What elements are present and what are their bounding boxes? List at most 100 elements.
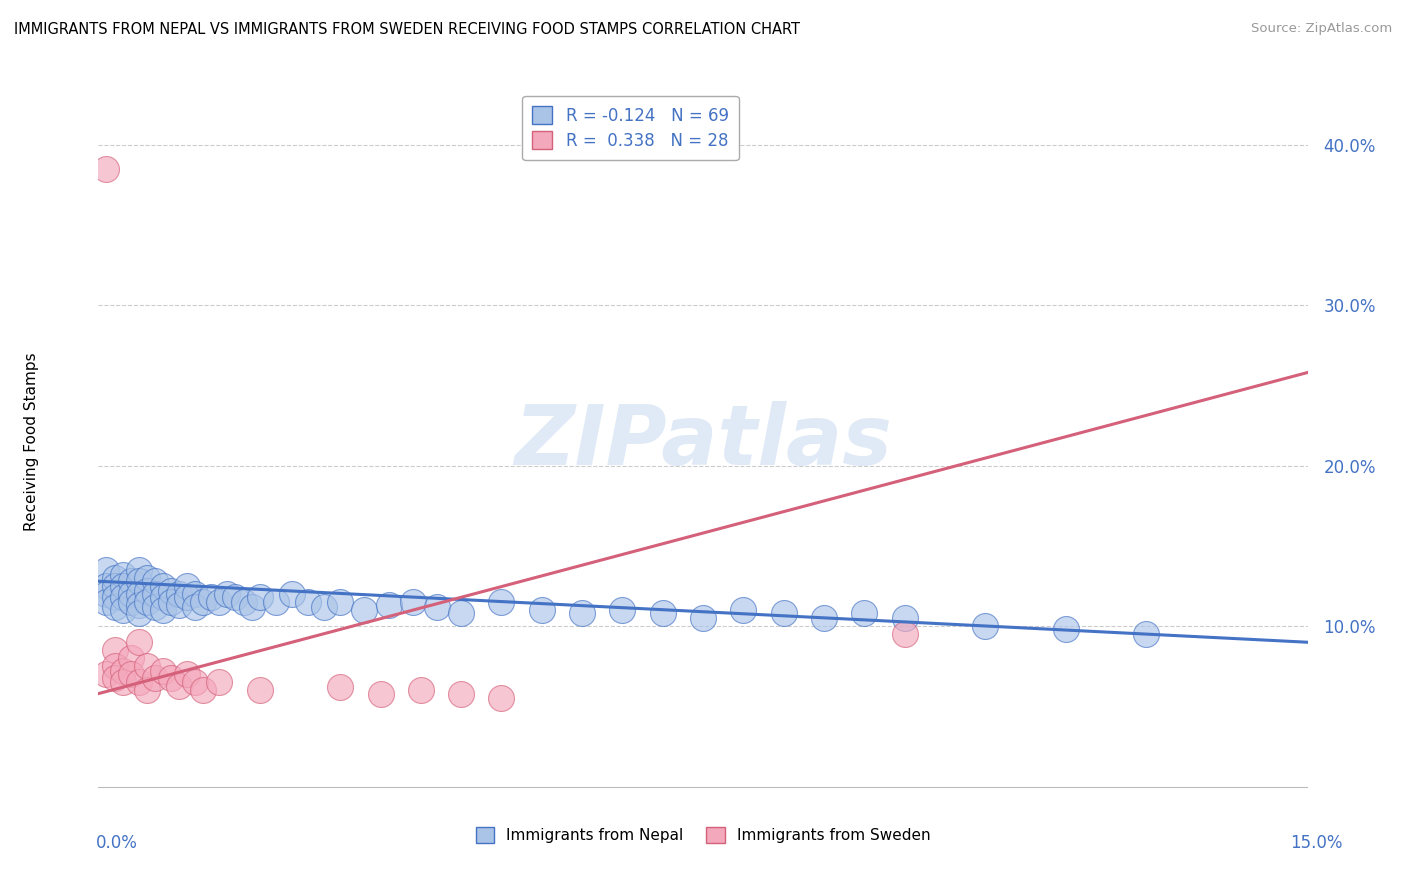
Point	[193, 595, 215, 609]
Point	[329, 595, 352, 609]
Point	[426, 599, 449, 614]
Point	[96, 667, 118, 681]
Point	[160, 583, 183, 598]
Point	[530, 603, 553, 617]
Point	[193, 683, 215, 698]
Point	[143, 599, 166, 614]
Point	[974, 619, 997, 633]
Point	[232, 595, 254, 609]
Point	[152, 603, 174, 617]
Point	[314, 599, 336, 614]
Point	[167, 587, 190, 601]
Point	[111, 603, 134, 617]
Legend: Immigrants from Nepal, Immigrants from Sweden: Immigrants from Nepal, Immigrants from S…	[470, 821, 936, 849]
Point	[491, 595, 513, 609]
Point	[120, 667, 142, 681]
Point	[152, 579, 174, 593]
Point	[176, 579, 198, 593]
Point	[120, 587, 142, 601]
Point	[1054, 623, 1077, 637]
Point	[329, 680, 352, 694]
Point	[128, 635, 150, 649]
Text: Receiving Food Stamps: Receiving Food Stamps	[24, 352, 39, 531]
Point	[103, 671, 125, 685]
Point	[176, 591, 198, 605]
Point	[893, 627, 915, 641]
Point	[240, 599, 263, 614]
Point	[135, 571, 157, 585]
Point	[733, 603, 755, 617]
Point	[143, 574, 166, 589]
Point	[377, 599, 399, 613]
Point	[176, 667, 198, 681]
Point	[111, 675, 134, 690]
Point	[249, 591, 271, 605]
Point	[1135, 627, 1157, 641]
Point	[120, 574, 142, 589]
Point	[208, 595, 231, 609]
Point	[135, 595, 157, 609]
Point	[135, 659, 157, 673]
Point	[612, 603, 634, 617]
Point	[111, 567, 134, 582]
Point	[491, 691, 513, 706]
Point	[111, 579, 134, 593]
Point	[167, 679, 190, 693]
Point	[450, 607, 472, 621]
Point	[208, 675, 231, 690]
Point	[103, 599, 125, 614]
Point	[160, 595, 183, 609]
Point	[120, 651, 142, 665]
Point	[128, 607, 150, 621]
Point	[217, 587, 239, 601]
Point	[128, 574, 150, 589]
Point	[772, 607, 794, 621]
Point	[96, 587, 118, 601]
Point	[128, 675, 150, 690]
Point	[450, 687, 472, 701]
Point	[152, 591, 174, 605]
Point	[249, 683, 271, 698]
Point	[103, 659, 125, 673]
Text: Source: ZipAtlas.com: Source: ZipAtlas.com	[1251, 22, 1392, 36]
Text: IMMIGRANTS FROM NEPAL VS IMMIGRANTS FROM SWEDEN RECEIVING FOOD STAMPS CORRELATIO: IMMIGRANTS FROM NEPAL VS IMMIGRANTS FROM…	[14, 22, 800, 37]
Point	[692, 611, 714, 625]
Point	[103, 579, 125, 593]
Point	[96, 595, 118, 609]
Point	[813, 611, 835, 625]
Point	[111, 664, 134, 678]
Point	[160, 671, 183, 685]
Point	[96, 563, 118, 577]
Point	[281, 587, 304, 601]
Point	[128, 563, 150, 577]
Point	[167, 599, 190, 613]
Text: ZIPatlas: ZIPatlas	[515, 401, 891, 482]
Point	[103, 571, 125, 585]
Point	[224, 591, 246, 605]
Point	[184, 675, 207, 690]
Point	[370, 687, 392, 701]
Point	[128, 587, 150, 601]
Point	[353, 603, 375, 617]
Point	[111, 591, 134, 605]
Point	[651, 607, 673, 621]
Point	[571, 607, 593, 621]
Text: 15.0%: 15.0%	[1291, 834, 1343, 852]
Point	[143, 587, 166, 601]
Point	[128, 599, 150, 613]
Point	[297, 595, 319, 609]
Point	[103, 591, 125, 605]
Point	[143, 671, 166, 685]
Point	[96, 579, 118, 593]
Point	[96, 161, 118, 176]
Point	[409, 683, 432, 698]
Point	[152, 664, 174, 678]
Point	[120, 595, 142, 609]
Point	[103, 643, 125, 657]
Text: 0.0%: 0.0%	[96, 834, 138, 852]
Point	[135, 583, 157, 598]
Point	[184, 587, 207, 601]
Point	[853, 607, 876, 621]
Point	[402, 595, 425, 609]
Point	[135, 683, 157, 698]
